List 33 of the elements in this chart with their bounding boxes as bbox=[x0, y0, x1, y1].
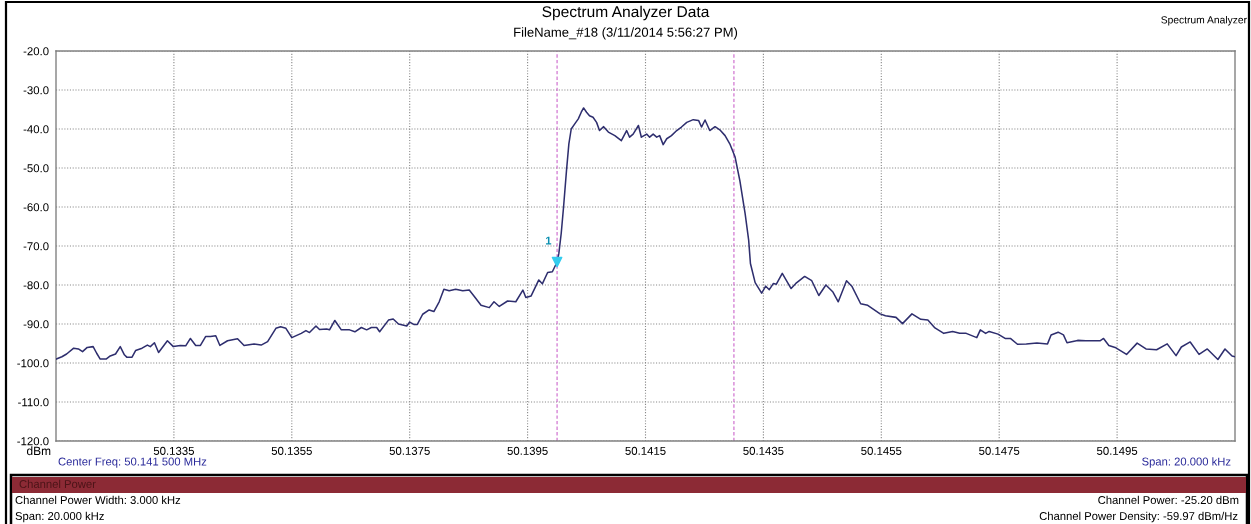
line-series bbox=[56, 107, 1235, 361]
text: Spectrum Analyzer bbox=[1161, 15, 1247, 26]
y-tick-label: -60.0 bbox=[23, 203, 49, 212]
x-tick-label: 50.1395 bbox=[507, 446, 548, 455]
x-tick-label: 50.1415 bbox=[625, 446, 666, 455]
x-tick-label: 50.1495 bbox=[1096, 446, 1138, 455]
y-tick-label: -90.0 bbox=[23, 320, 49, 329]
x-tick-label: 50.1455 bbox=[861, 446, 902, 455]
x-tick-label: 50.1435 bbox=[743, 446, 784, 455]
chart-subtitle: FileName_#18 (3/11/2014 5:56:27 PM) bbox=[514, 27, 738, 40]
y-tick-label: -50.0 bbox=[23, 164, 49, 173]
annotation: 1 bbox=[546, 236, 552, 245]
x-tick-label: 50.1335 bbox=[153, 446, 195, 455]
text: Channel Power: -25.20 dBm bbox=[1098, 495, 1239, 505]
text: Channel Power bbox=[19, 479, 96, 489]
y-tick-label: -30.0 bbox=[23, 86, 49, 95]
x-tick-label: 50.1375 bbox=[389, 446, 430, 455]
text: Span: 20.000 kHz bbox=[15, 511, 104, 523]
y-tick-label: -80.0 bbox=[23, 281, 49, 290]
y-tick-label: -100.0 bbox=[17, 359, 49, 368]
chart-title: Spectrum Analyzer Data bbox=[542, 5, 710, 21]
y-tick-label: -120.0 bbox=[17, 437, 49, 446]
text: Center Freq: 50.141 500 MHz bbox=[58, 457, 207, 468]
y-tick-label: -110.0 bbox=[18, 398, 49, 407]
y-axis-title: dBm bbox=[26, 446, 51, 456]
text: Span: 20.000 kHz bbox=[1142, 457, 1231, 468]
text: Channel Power Density: -59.97 dBm/Hz bbox=[1039, 511, 1238, 523]
y-tick-label: -40.0 bbox=[23, 125, 49, 134]
y-tick-label: -20.0 bbox=[23, 47, 49, 56]
text: Channel Power Width: 3.000 kHz bbox=[15, 495, 181, 505]
x-tick-label: 50.1475 bbox=[979, 446, 1020, 455]
y-tick-label: -70.0 bbox=[23, 242, 49, 251]
x-tick-label: 50.1355 bbox=[271, 446, 312, 455]
